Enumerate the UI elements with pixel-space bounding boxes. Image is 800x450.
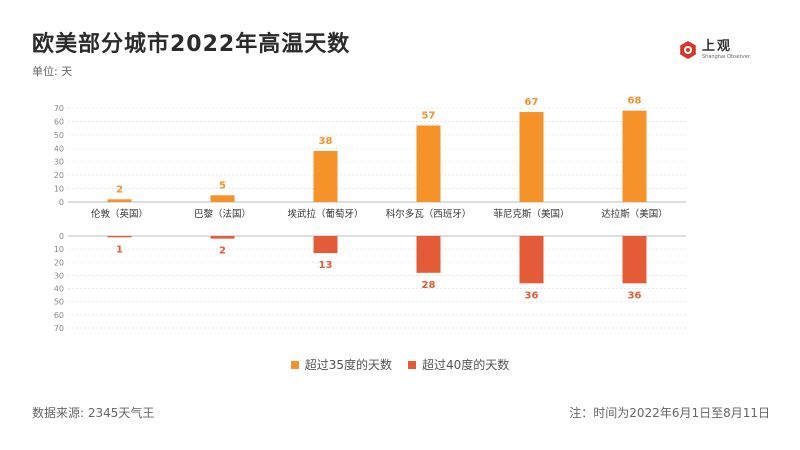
x-category-label: 达拉斯（美国） [601, 208, 668, 220]
bar-over-40 [210, 236, 235, 239]
x-category-label: 巴黎（法国） [194, 208, 251, 220]
data-label-over-40: 28 [422, 280, 436, 291]
legend-label-40: 超过40度的天数 [422, 358, 510, 372]
data-label-over-40: 1 [116, 244, 123, 255]
bar-over-35 [519, 112, 544, 202]
x-category-label: 科尔多瓦（西班牙） [386, 208, 472, 220]
x-category-label: 菲尼克斯（美国） [493, 208, 569, 220]
legend-swatch-35 [290, 360, 299, 369]
legend-item-40: 超过40度的天数 [408, 356, 509, 373]
logo-icon [680, 41, 696, 59]
upper-y-tick-label: 20 [54, 171, 64, 180]
upper-y-tick-label: 0 [59, 198, 64, 207]
bar-over-35 [210, 195, 235, 202]
lower-y-tick-label: 20 [54, 258, 64, 267]
logo-name: 上观 [702, 39, 733, 54]
lower-y-tick-label: 50 [54, 298, 64, 307]
upper-y-tick-label: 50 [54, 131, 64, 140]
lower-y-tick-label: 40 [54, 285, 64, 294]
data-label-over-40: 36 [525, 290, 539, 301]
bar-over-35 [622, 110, 647, 202]
x-category-label: 伦敦（英国） [91, 208, 148, 220]
data-label-over-35: 38 [319, 136, 333, 147]
legend-item-35: 超过35度的天数 [290, 356, 392, 373]
data-label-over-35: 67 [525, 97, 539, 108]
time-note: 注：时间为2022年6月1日至8月11日 [569, 406, 770, 420]
data-label-over-35: 68 [628, 96, 642, 107]
bar-over-40 [107, 236, 132, 238]
upper-y-tick-label: 40 [54, 144, 64, 153]
data-label-over-40: 13 [319, 260, 333, 271]
bar-over-35 [107, 199, 132, 202]
upper-y-tick-label: 10 [54, 185, 64, 194]
x-category-label: 埃武拉（葡萄牙） [287, 208, 363, 220]
upper-y-tick-label: 30 [54, 158, 64, 167]
data-label-over-35: 2 [116, 184, 123, 195]
logo-subtitle: Shanghai Observer [702, 54, 750, 60]
publisher-logo: 上观 Shanghai Observer [678, 40, 750, 60]
bar-over-40 [313, 236, 338, 254]
bar-over-40 [519, 236, 544, 284]
bar-over-35 [313, 150, 338, 202]
chart-legend: 超过35度的天数 超过40度的天数 [0, 356, 800, 373]
data-label-over-40: 2 [219, 246, 226, 257]
bar-over-40 [622, 236, 647, 284]
lower-y-tick-label: 0 [59, 232, 64, 241]
data-source: 数据来源: 2345天气王 [32, 406, 155, 420]
lower-y-tick-label: 30 [54, 271, 64, 280]
data-label-over-35: 5 [219, 180, 226, 191]
legend-label-35: 超过35度的天数 [304, 358, 392, 372]
data-label-over-40: 36 [628, 290, 642, 301]
chart-title: 欧美部分城市2022年高温天数 [32, 32, 351, 57]
legend-swatch-40 [408, 360, 416, 369]
upper-y-tick-label: 60 [54, 117, 64, 126]
lower-y-tick-label: 70 [54, 324, 64, 333]
bar-over-40 [416, 236, 441, 273]
lower-y-tick-label: 60 [54, 311, 64, 320]
bar-over-35 [416, 125, 441, 202]
lower-y-tick-label: 10 [54, 245, 64, 254]
upper-y-tick-label: 70 [54, 104, 64, 113]
unit-label: 单位: 天 [32, 65, 73, 78]
data-label-over-35: 57 [422, 110, 436, 121]
